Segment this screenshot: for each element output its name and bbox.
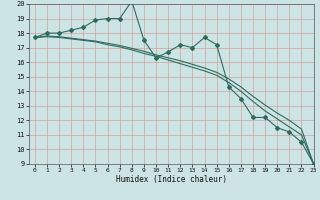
X-axis label: Humidex (Indice chaleur): Humidex (Indice chaleur) xyxy=(116,175,227,184)
